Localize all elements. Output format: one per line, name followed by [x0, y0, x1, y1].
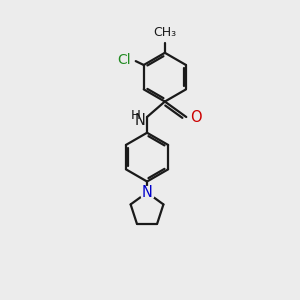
Text: CH₃: CH₃ [153, 26, 176, 39]
Text: N: N [135, 113, 146, 128]
Text: Cl: Cl [118, 52, 131, 67]
Text: O: O [190, 110, 202, 124]
Text: H: H [130, 109, 140, 122]
Text: N: N [142, 185, 152, 200]
